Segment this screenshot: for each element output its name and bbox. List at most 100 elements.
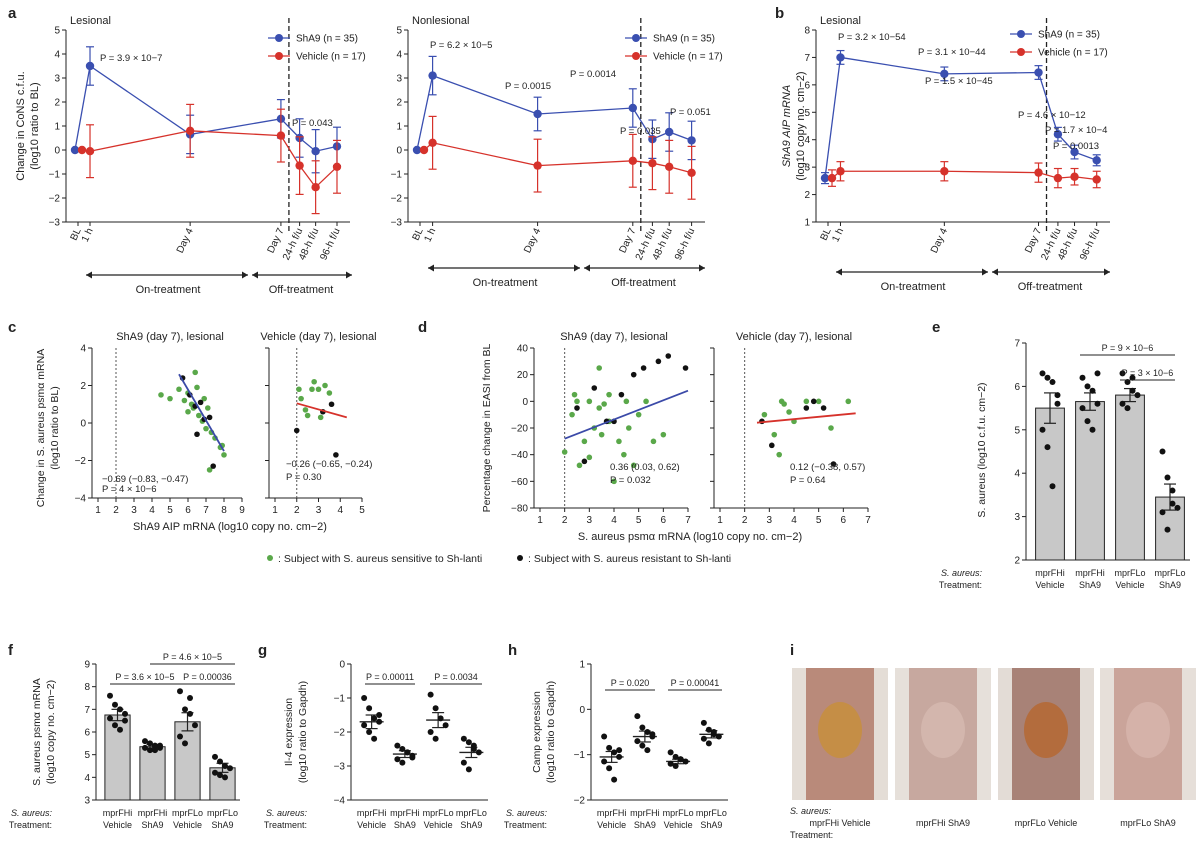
a-left-tick-label: −2 bbox=[49, 194, 61, 205]
a-right-x-tick-label: Day 7 bbox=[618, 226, 639, 255]
photo-fur-left bbox=[792, 668, 806, 800]
e-data-point bbox=[1050, 379, 1056, 385]
g-data-point bbox=[428, 692, 434, 698]
g-data-point bbox=[433, 705, 439, 711]
e-tick-label: 6 bbox=[1014, 382, 1020, 393]
c-left-title: ShA9 (day 7), lesional bbox=[116, 331, 224, 343]
legend-resistant: : Subject with S. aureus resistant to Sh… bbox=[528, 553, 731, 565]
c-left-x-tick-label: 7 bbox=[203, 505, 209, 516]
d-left-green-point bbox=[621, 452, 627, 458]
a-left-tick-label: 2 bbox=[54, 98, 60, 109]
e-data-point bbox=[1040, 427, 1046, 433]
c-left-tick-label: −2 bbox=[75, 456, 87, 467]
g-data-point bbox=[461, 760, 467, 766]
d-left-green-point bbox=[643, 399, 649, 405]
g-tick-label: −4 bbox=[334, 796, 346, 807]
e-strain-label: mprFHi bbox=[1035, 568, 1065, 578]
h-tick-label: 1 bbox=[579, 660, 585, 671]
c-left-x-tick-label: 4 bbox=[149, 505, 155, 516]
e-ylabel: S. aureus (log10 c.f.u. cm−2) bbox=[976, 382, 988, 517]
h-strain-label: mprFLo bbox=[696, 808, 727, 818]
g-p-annotation: P = 0.0034 bbox=[434, 672, 478, 682]
d-left-tick-label: 0 bbox=[522, 397, 528, 408]
a-left-p-annotation: P = 3.9 × 10−7 bbox=[100, 53, 162, 64]
d-left-black-point bbox=[582, 459, 588, 465]
h-data-point bbox=[616, 747, 622, 753]
d-right-black-point bbox=[811, 399, 817, 405]
d-left-tick-label: −80 bbox=[511, 504, 528, 515]
h-data-point bbox=[611, 777, 617, 783]
d-right-x-tick-label: 3 bbox=[767, 515, 773, 526]
panel-letter-i: i bbox=[790, 642, 794, 659]
d-left-green-point bbox=[562, 449, 568, 455]
d-left-green-point bbox=[587, 455, 593, 461]
d-right-black-point bbox=[769, 443, 775, 449]
b-point bbox=[1054, 174, 1062, 182]
d-left-black-point bbox=[683, 365, 689, 371]
h-data-point bbox=[606, 745, 612, 751]
b-x-tick-label: Day 7 bbox=[1023, 226, 1044, 255]
e-data-point bbox=[1055, 392, 1061, 398]
d-left-tick-label: −60 bbox=[511, 477, 528, 488]
f-data-point bbox=[112, 722, 118, 728]
c-left-tick-label: 4 bbox=[80, 344, 86, 355]
f-data-point bbox=[107, 693, 113, 699]
f-data-point bbox=[112, 702, 118, 708]
c-right-green-point bbox=[303, 407, 309, 413]
a-right-legend-marker bbox=[632, 52, 640, 60]
a-left-point bbox=[311, 147, 319, 155]
g-data-point bbox=[404, 749, 410, 755]
a-right-p-annotation: P = 0.0014 bbox=[570, 69, 616, 80]
panel-letter-c: c bbox=[8, 319, 16, 336]
d-right-green-point bbox=[845, 399, 851, 405]
a-right-arrowhead bbox=[574, 265, 580, 272]
a-right-x-tick-label: Day 4 bbox=[522, 226, 543, 255]
a-left-on-treatment-label: On-treatment bbox=[136, 284, 201, 296]
e-data-point bbox=[1095, 370, 1101, 376]
g-data-point bbox=[471, 743, 477, 749]
e-data-point bbox=[1135, 392, 1141, 398]
a-left-point bbox=[78, 146, 86, 154]
a-right-point bbox=[665, 163, 673, 171]
a-right-point bbox=[428, 139, 436, 147]
a-right-title: Nonlesional bbox=[412, 15, 469, 27]
a-right-point bbox=[533, 161, 541, 169]
h-strain-label: mprFHi bbox=[597, 808, 627, 818]
b-point bbox=[828, 174, 836, 182]
a-left-x-tick-label: Day 4 bbox=[175, 226, 196, 255]
d-right-green-point bbox=[762, 412, 768, 418]
c-left-tick-label: −4 bbox=[75, 494, 87, 505]
f-tick-label: 4 bbox=[84, 773, 90, 784]
a-left-p-annotation: P = 0.043 bbox=[292, 118, 333, 129]
f-treatment-label: Vehicle bbox=[103, 820, 132, 830]
a-right-off-treatment-label: Off-treatment bbox=[611, 277, 676, 289]
c-left-x-tick-label: 1 bbox=[95, 505, 101, 516]
g-row-strain-title: S. aureus: bbox=[266, 808, 308, 818]
a-left-legend-marker bbox=[275, 52, 283, 60]
b-x-tick-label: Day 4 bbox=[929, 226, 950, 255]
d-left-green-point bbox=[574, 399, 580, 405]
d-left-x-tick-label: 1 bbox=[537, 515, 543, 526]
d-right-green-point bbox=[804, 399, 810, 405]
a-right-legend-marker bbox=[632, 34, 640, 42]
f-treatment-label: ShA9 bbox=[211, 820, 233, 830]
g-data-point bbox=[466, 766, 472, 772]
g-data-point bbox=[476, 749, 482, 755]
e-data-point bbox=[1095, 401, 1101, 407]
a-left-point bbox=[86, 147, 94, 155]
e-data-point bbox=[1170, 501, 1176, 507]
d-left-green-point bbox=[577, 463, 583, 469]
a-right-legend-label: Vehicle (n = 17) bbox=[653, 52, 723, 63]
figure-canvas: a bc d ef g h i−3−2−1012345BL1 h Day 4 Day 724-h… bbox=[0, 0, 1200, 850]
c-right-title: Vehicle (day 7), lesional bbox=[260, 331, 376, 343]
c-right-green-point bbox=[309, 386, 315, 392]
d-left-black-point bbox=[665, 353, 671, 359]
a-right-point bbox=[687, 136, 695, 144]
b-ylabel-2: (log10 copy no. cm−2) bbox=[795, 71, 807, 180]
b-off-treatment-label: Off-treatment bbox=[1018, 281, 1083, 293]
c-right-green-point bbox=[327, 390, 333, 396]
g-strain-label: mprFHi bbox=[357, 808, 387, 818]
c-right-black-point bbox=[294, 428, 300, 434]
b-arrowhead bbox=[982, 269, 988, 276]
c-right-green-point bbox=[305, 413, 311, 419]
